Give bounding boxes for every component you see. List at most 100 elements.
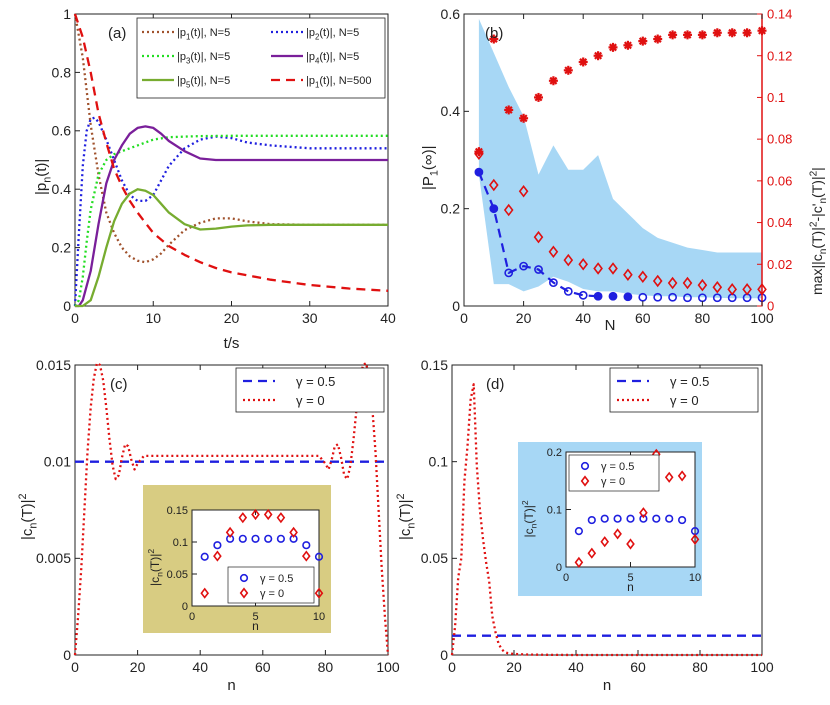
panel-d-inset-point xyxy=(587,547,597,559)
panel-b-ytick-label: 0.2 xyxy=(441,201,461,217)
panel-c-inset-point xyxy=(276,512,286,524)
max-diff-gamma05-point xyxy=(727,28,737,38)
p1-infinity-point xyxy=(474,167,484,177)
max-diff-gamma0-point xyxy=(488,178,499,192)
panel-c-inset-point xyxy=(264,534,273,543)
panel-c-inset-ytick-label: 0.15 xyxy=(167,505,188,517)
p1-infinity-point xyxy=(489,204,499,214)
panel-d-inset: 0 5 10 0 0.1 0.2 n |cn(T)|2 γ = 0.5 γ = 0 xyxy=(518,442,702,596)
max-diff-gamma05-point xyxy=(578,57,588,67)
panel-a-xtick-label: 40 xyxy=(380,310,396,326)
max-diff-gamma05-point xyxy=(489,34,499,44)
max-diff-gamma05-point-stroke xyxy=(504,105,513,114)
panel-d-inset-xtick-label: 0 xyxy=(563,572,569,584)
panel-c-xtick-label: 0 xyxy=(71,659,79,675)
legend-entry-c: γ = 0.5 xyxy=(296,374,335,389)
panel-b-xtick-label: 80 xyxy=(695,310,711,326)
panel-d-ytick-label: 0.1 xyxy=(429,454,449,470)
panel-c-ytick-label: 0.005 xyxy=(36,550,71,566)
panel-a-ytick-label: 0.2 xyxy=(52,240,72,256)
max-diff-gamma05-point-stroke xyxy=(474,147,483,156)
max-diff-gamma05-point xyxy=(534,92,543,102)
max-diff-gamma05-point xyxy=(608,42,618,52)
panel-c-inset: 0 5 10 0 0.05 0.1 0.15 n |cn(T)|2 γ = 0.5 γ = 0 xyxy=(143,485,331,633)
max-diff-gamma0-point xyxy=(518,185,529,198)
max-diff-gamma05-point-stroke xyxy=(579,58,588,66)
panel-d-ytick-label: 0 xyxy=(440,647,448,663)
max-diff-gamma0-point xyxy=(697,278,708,292)
panel-c-ytick-label: 0 xyxy=(63,647,71,663)
panel-d-inset-ytick-label: 0 xyxy=(556,562,562,574)
panel-c-inset-ytick-label: 0.05 xyxy=(167,569,188,581)
panel-d-xtick-label: 40 xyxy=(568,659,584,675)
panel-b-xtick-label: 20 xyxy=(516,310,532,326)
max-diff-gamma0-point xyxy=(652,274,663,288)
panel-c-inset-point xyxy=(251,534,260,543)
panel-d-inset-xtick-label: 5 xyxy=(627,572,633,584)
panel-c-inset-point xyxy=(289,526,298,539)
spread-band xyxy=(478,18,762,299)
legend-entry-a: |p5(t)|, N=5 xyxy=(177,75,230,89)
max-diff-gamma0-point xyxy=(712,280,723,294)
panel-d-inset-point xyxy=(690,533,700,546)
panel-d-inset-point xyxy=(574,556,584,569)
panel-c-ylabel: |cn(T)|2 xyxy=(17,494,40,541)
max-diff-gamma05-point xyxy=(653,34,663,44)
panel-a-ytick-label: 0.8 xyxy=(52,64,72,80)
p1-infinity-line xyxy=(477,171,599,298)
max-diff-gamma05-point xyxy=(548,76,558,86)
p1-infinity-point xyxy=(534,265,543,274)
panel-a-xtick-label: 20 xyxy=(224,310,240,326)
panel-c: 0 20 40 60 80 10000.0050.010.015(c)n|cn(T)|2γ… xyxy=(17,357,400,694)
panel-d-inset-point xyxy=(677,515,687,525)
panel-c-inset-point xyxy=(213,541,222,550)
panel-d-inset-legend-marker xyxy=(580,461,590,471)
panel-c-xtick-label: 20 xyxy=(130,659,146,675)
panel-b-ytick-right-label: 0.04 xyxy=(767,215,792,230)
panel-b-ytick-right-label: 0.06 xyxy=(767,173,792,188)
panel-c-inset-legend-box xyxy=(227,566,315,604)
p1-infinity-point xyxy=(683,293,692,303)
panel-c-inset-ytick-label: 0 xyxy=(182,601,188,613)
panel-d-inset-point xyxy=(677,470,687,482)
p1-infinity-point xyxy=(638,292,648,302)
p1-infinity-point xyxy=(593,291,603,301)
max-diff-gamma05-point-stroke xyxy=(683,30,692,39)
panel-d-legend-box xyxy=(609,367,759,413)
max-diff-gamma05-point xyxy=(742,28,752,38)
panel-d-inset-point xyxy=(613,528,622,540)
panel-a-ytick-label: 0.4 xyxy=(52,181,72,197)
legend-entry-a: |p1(t)|, N=5 xyxy=(177,27,230,41)
panel-d-inset-xtick-label: 10 xyxy=(689,572,701,584)
legend-entry-a: |p2(t)|, N=5 xyxy=(306,27,359,41)
panel-c-legend: γ = 0.5 γ = 0 xyxy=(235,367,385,413)
panel-c-inset-ylabel: |cn(T)|2 xyxy=(146,549,164,586)
panel-c-inset-xtick-label: 0 xyxy=(189,611,195,623)
max-diff-gamma0-point xyxy=(503,203,514,217)
series-line-c xyxy=(73,361,390,656)
max-diff-gamma05-point-stroke xyxy=(698,30,707,39)
panel-d-inset-legend-entry: γ = 0.5 xyxy=(601,461,634,473)
panel-d-inset-legend-entry: γ = 0 xyxy=(601,476,625,488)
series-line-a xyxy=(75,188,388,308)
panel-a-ylabel: |pn(t)| xyxy=(33,159,54,195)
panel-c-inset-point xyxy=(301,550,311,562)
panel-c-inset-legend-entry: γ = 0 xyxy=(260,588,284,600)
panel-c-ytick-label: 0.015 xyxy=(36,357,71,373)
legend-entry-a: |p4(t)|, N=5 xyxy=(306,51,359,65)
max-diff-gamma05-point xyxy=(563,65,573,75)
max-diff-gamma05-point-stroke xyxy=(653,35,662,43)
p1-infinity-point xyxy=(563,286,573,296)
panel-c-inset-legend: γ = 0.5 γ = 0 xyxy=(227,566,315,604)
max-diff-gamma0-point xyxy=(608,262,618,275)
max-diff-gamma05-point-stroke xyxy=(534,93,543,102)
series-line-a xyxy=(73,13,388,264)
series-line-a xyxy=(73,116,388,307)
panel-d-inset-point xyxy=(574,527,584,536)
panel-d-inset-point xyxy=(626,538,635,550)
panel-c-inset-point xyxy=(200,552,209,561)
panel-b-label: (b) xyxy=(485,25,503,42)
panel-c-inset-ytick-label: 0.1 xyxy=(173,537,188,549)
panel-c-ytick-label: 0.01 xyxy=(44,454,71,470)
